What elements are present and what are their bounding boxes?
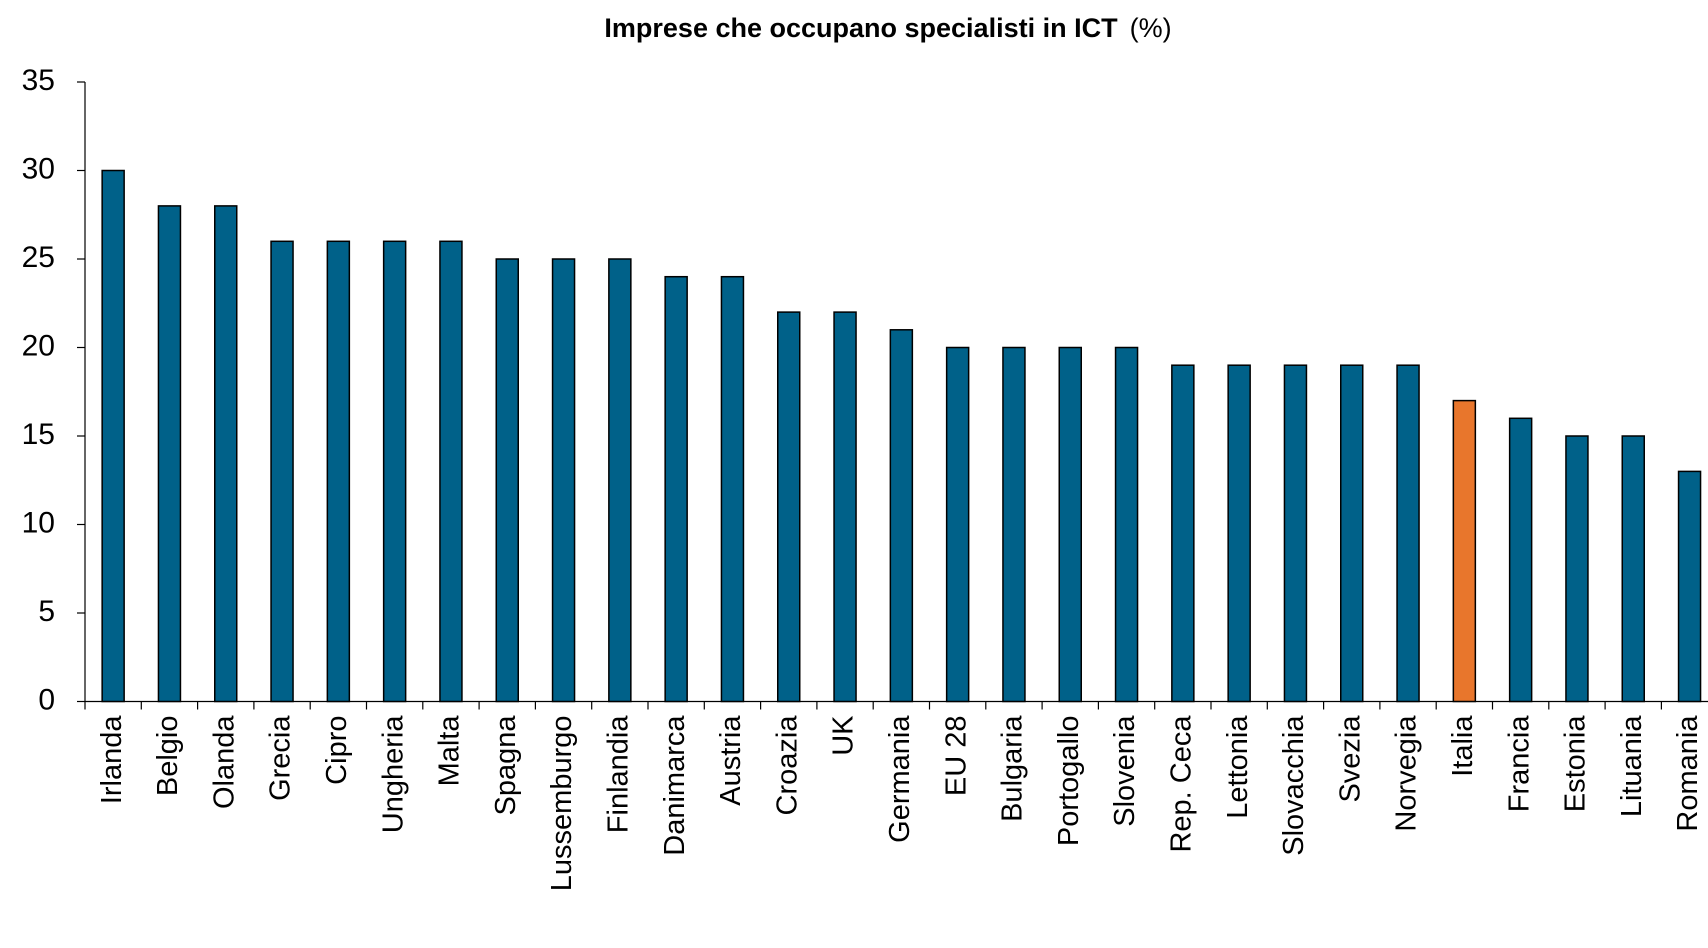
x-tick-label: Slovacchia xyxy=(1278,715,1310,856)
x-tick-label: Croazia xyxy=(771,715,803,816)
x-tick-label: Slovenia xyxy=(1109,715,1141,827)
bar xyxy=(720,275,745,703)
bar xyxy=(1227,364,1251,703)
x-tick-label: Italia xyxy=(1447,715,1479,777)
bar xyxy=(101,169,125,703)
x-tick-label: Romania xyxy=(1672,715,1704,832)
x-tick-label: Lituania xyxy=(1616,715,1648,817)
bar xyxy=(214,205,238,703)
bar xyxy=(382,240,407,703)
bar xyxy=(1565,435,1589,703)
bar xyxy=(664,275,688,703)
y-tick-label: 10 xyxy=(22,506,55,539)
title-main: Imprese che occupano specialisti in ICT xyxy=(604,13,1118,43)
y-tick-label: 5 xyxy=(38,595,55,628)
x-tick-label: Irlanda xyxy=(96,715,128,805)
x-tick-label: Olanda xyxy=(208,715,240,809)
x-tick-label: Lussemburgo xyxy=(546,716,578,892)
x-tick-label: Austria xyxy=(715,715,747,806)
y-tick-label: 15 xyxy=(22,418,55,451)
bar xyxy=(157,205,182,703)
bar xyxy=(777,311,801,703)
bar xyxy=(439,240,463,703)
bar xyxy=(495,258,519,703)
x-tick-label: Lettonia xyxy=(1222,715,1254,819)
x-tick-label: Bulgaria xyxy=(997,715,1029,822)
bar xyxy=(551,258,576,703)
bar xyxy=(270,240,294,703)
bar xyxy=(1002,346,1026,703)
x-tick-label: Belgio xyxy=(152,716,184,797)
bar xyxy=(1621,435,1645,703)
x-tick-label: EU 28 xyxy=(940,716,972,797)
x-tick-label: Portogallo xyxy=(1053,716,1085,847)
x-tick-label: Malta xyxy=(434,715,466,787)
x-tick-label: Spagna xyxy=(490,715,522,816)
x-tick-label: Rep. Ceca xyxy=(1166,715,1198,853)
bar xyxy=(1396,364,1420,703)
bar xyxy=(1114,346,1139,703)
x-tick-label: Danimarca xyxy=(659,715,691,856)
x-tick-label: Estonia xyxy=(1560,715,1592,813)
bar xyxy=(1340,364,1364,703)
bar xyxy=(326,240,351,703)
title-unit: (%) xyxy=(1130,13,1172,43)
y-tick-label: 20 xyxy=(22,329,55,362)
x-tick-label: Grecia xyxy=(265,715,297,801)
x-tick-label: UK xyxy=(828,715,860,756)
bar xyxy=(945,346,970,703)
y-tick-label: 25 xyxy=(22,241,55,274)
y-tick-label: 0 xyxy=(38,683,55,716)
bar xyxy=(1058,346,1082,703)
x-tick-label: Francia xyxy=(1503,715,1535,813)
x-tick-label: Finlandia xyxy=(603,715,635,834)
x-tick-label: Germania xyxy=(884,715,916,843)
chart-title: Imprese che occupano specialisti in ICT (… xyxy=(604,13,1171,43)
bar xyxy=(1171,364,1195,703)
x-tick-label: Norvegia xyxy=(1391,715,1423,832)
bar xyxy=(833,311,857,703)
x-tick-label: Ungheria xyxy=(377,715,409,834)
bar xyxy=(889,329,914,703)
bar xyxy=(1508,417,1533,703)
y-tick-label: 30 xyxy=(22,152,55,185)
y-tick-label: 35 xyxy=(22,64,55,97)
x-tick-label: Cipro xyxy=(321,716,353,785)
bar xyxy=(1452,399,1477,703)
bar xyxy=(1677,470,1702,703)
bar xyxy=(608,258,632,703)
bar xyxy=(1283,364,1308,703)
x-tick-label: Svezia xyxy=(1334,715,1366,803)
